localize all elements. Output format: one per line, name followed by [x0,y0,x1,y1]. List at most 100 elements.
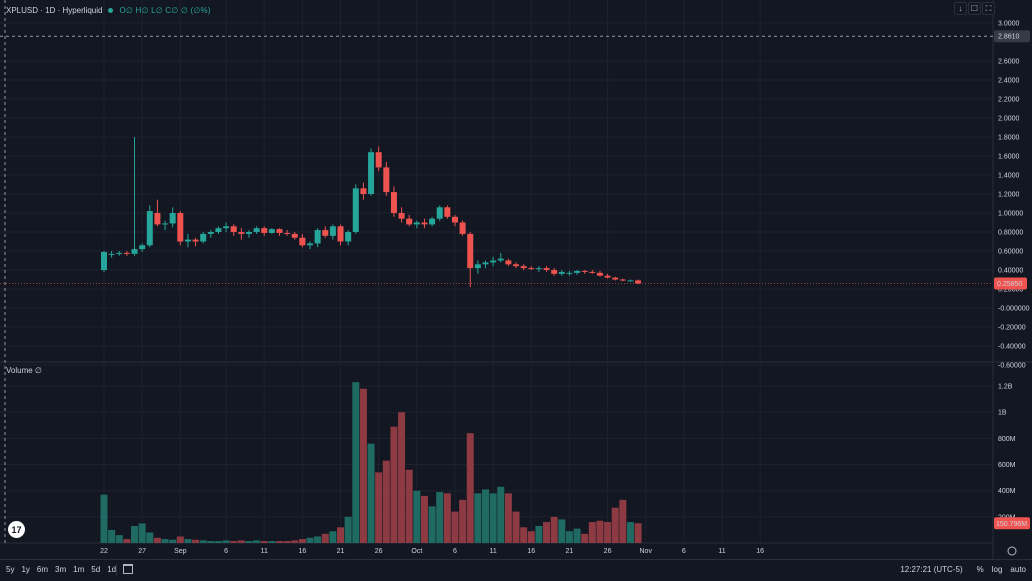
candle-body-up [245,232,252,234]
candle-body-up [429,218,436,225]
candle-body-down [390,192,397,213]
date-tick-label: 11 [718,548,725,555]
price-tick-label: -0.000000 [998,306,1030,313]
candle-body-down [322,230,329,236]
volume-bar-down [543,522,551,543]
move-down-icon[interactable]: ↓ [954,2,967,15]
candle-body-down [444,207,451,217]
volume-bar-up [428,506,436,543]
volume-bar-up [161,539,169,543]
range-6m-button[interactable]: 6m [36,565,49,574]
volume-bar-up [352,382,360,543]
volume-bar-up [100,494,108,543]
volume-bar-down [382,460,390,543]
date-tick-label: 26 [604,548,612,555]
date-tick-label: 6 [224,548,228,555]
volume-bar-up [535,526,543,543]
candle-body-down [505,260,512,265]
volume-tick-label: 400M [998,488,1016,495]
volume-bar-up [573,528,581,543]
range-1m-button[interactable]: 1m [73,565,85,574]
range-3m-button[interactable]: 3m [55,565,67,574]
volume-bar-up [268,541,276,543]
clock-timezone[interactable]: 12:27:21 (UTC-5) [900,565,963,574]
date-tick-label: Sep [174,548,187,555]
candle-body-up [627,280,634,282]
volume-bar-up [344,516,352,543]
price-tick-label: 2.2000 [998,97,1020,104]
range-5d-button[interactable]: 5d [91,565,101,574]
range-1y-button[interactable]: 1y [21,565,30,574]
volume-bar-up [626,522,634,543]
volume-bar-down [298,539,306,543]
price-tick-label: 1.6000 [998,154,1020,161]
symbol-title[interactable]: XPLUSD · 1D · Hyperliquid [6,5,103,15]
date-tick-label: 21 [566,548,574,555]
go-to-date-icon[interactable] [123,564,133,574]
candle-body-up [352,188,359,232]
percent-scale-toggle[interactable]: % [976,565,984,574]
candle-body-down [513,264,520,267]
range-1d-button[interactable]: 1d [107,565,117,574]
volume-bar-down [398,412,406,543]
pane-buttons: ↓ ☐ ⛶ [954,2,995,15]
candle-body-up [184,239,191,242]
volume-bar-up [199,540,207,543]
candle-body-up [162,223,169,225]
price-tick-label: 0.40000 [998,268,1023,275]
volume-bar-up [558,519,566,543]
price-tick-label: 3.0000 [998,21,1020,28]
date-tick-label: 16 [756,548,764,555]
volume-bar-up [489,493,497,543]
date-tick-label: 22 [100,548,108,555]
volume-bar-up [146,532,154,543]
date-tick-label: Nov [640,548,653,555]
candle-body-up [131,249,138,254]
candle-body-down [551,270,558,274]
volume-bar-up [115,535,123,543]
candle-body-up [307,243,314,246]
date-tick-label: 27 [138,548,146,555]
candle-body-up [146,211,153,246]
candle-body-up [200,233,207,242]
bottom-right-controls: 12:27:21 (UTC-5) % log auto [900,565,1026,574]
candle-body-up [314,230,321,244]
candle-body-down [375,152,382,168]
volume-tick-label: 800M [998,436,1016,443]
candle-body-down [635,280,642,284]
range-5y-button[interactable]: 5y [6,565,15,574]
candle-body-up [116,252,123,254]
candle-body-up [574,270,581,273]
volume-bar-up [108,529,116,543]
log-scale-toggle[interactable]: log [991,565,1003,574]
price-tick-label: 1.00000 [998,211,1023,218]
fullscreen-icon[interactable]: ⛶ [982,2,995,15]
auto-scale-toggle[interactable]: auto [1010,565,1026,574]
volume-bar-up [222,540,230,543]
candle-body-down [612,277,619,280]
last-volume-label: 150.796M [996,521,1027,528]
volume-bar-down [176,536,184,543]
candle-body-down [192,239,199,242]
volume-bar-up [367,443,375,543]
volume-bar-down [275,541,283,543]
last-price-label: 0.25850 [997,281,1022,288]
candle-body-down [619,279,626,281]
candle-body-up [207,232,214,234]
date-tick-label: 6 [453,548,457,555]
volume-bar-down [359,388,367,543]
volume-bar-up [306,537,314,543]
volume-bar-down [619,499,627,543]
volume-bar-down [230,541,238,543]
tradingview-logo-icon[interactable]: 17 [8,521,25,538]
volume-legend[interactable]: Volume ∅ [6,366,42,375]
candle-body-up [101,251,107,270]
maximize-pane-icon[interactable]: ☐ [968,2,981,15]
candle-body-down [604,275,611,278]
volume-bar-down [634,523,642,543]
candle-body-down [421,222,428,225]
volume-bar-down [321,533,329,543]
candle-body-up [566,272,573,274]
